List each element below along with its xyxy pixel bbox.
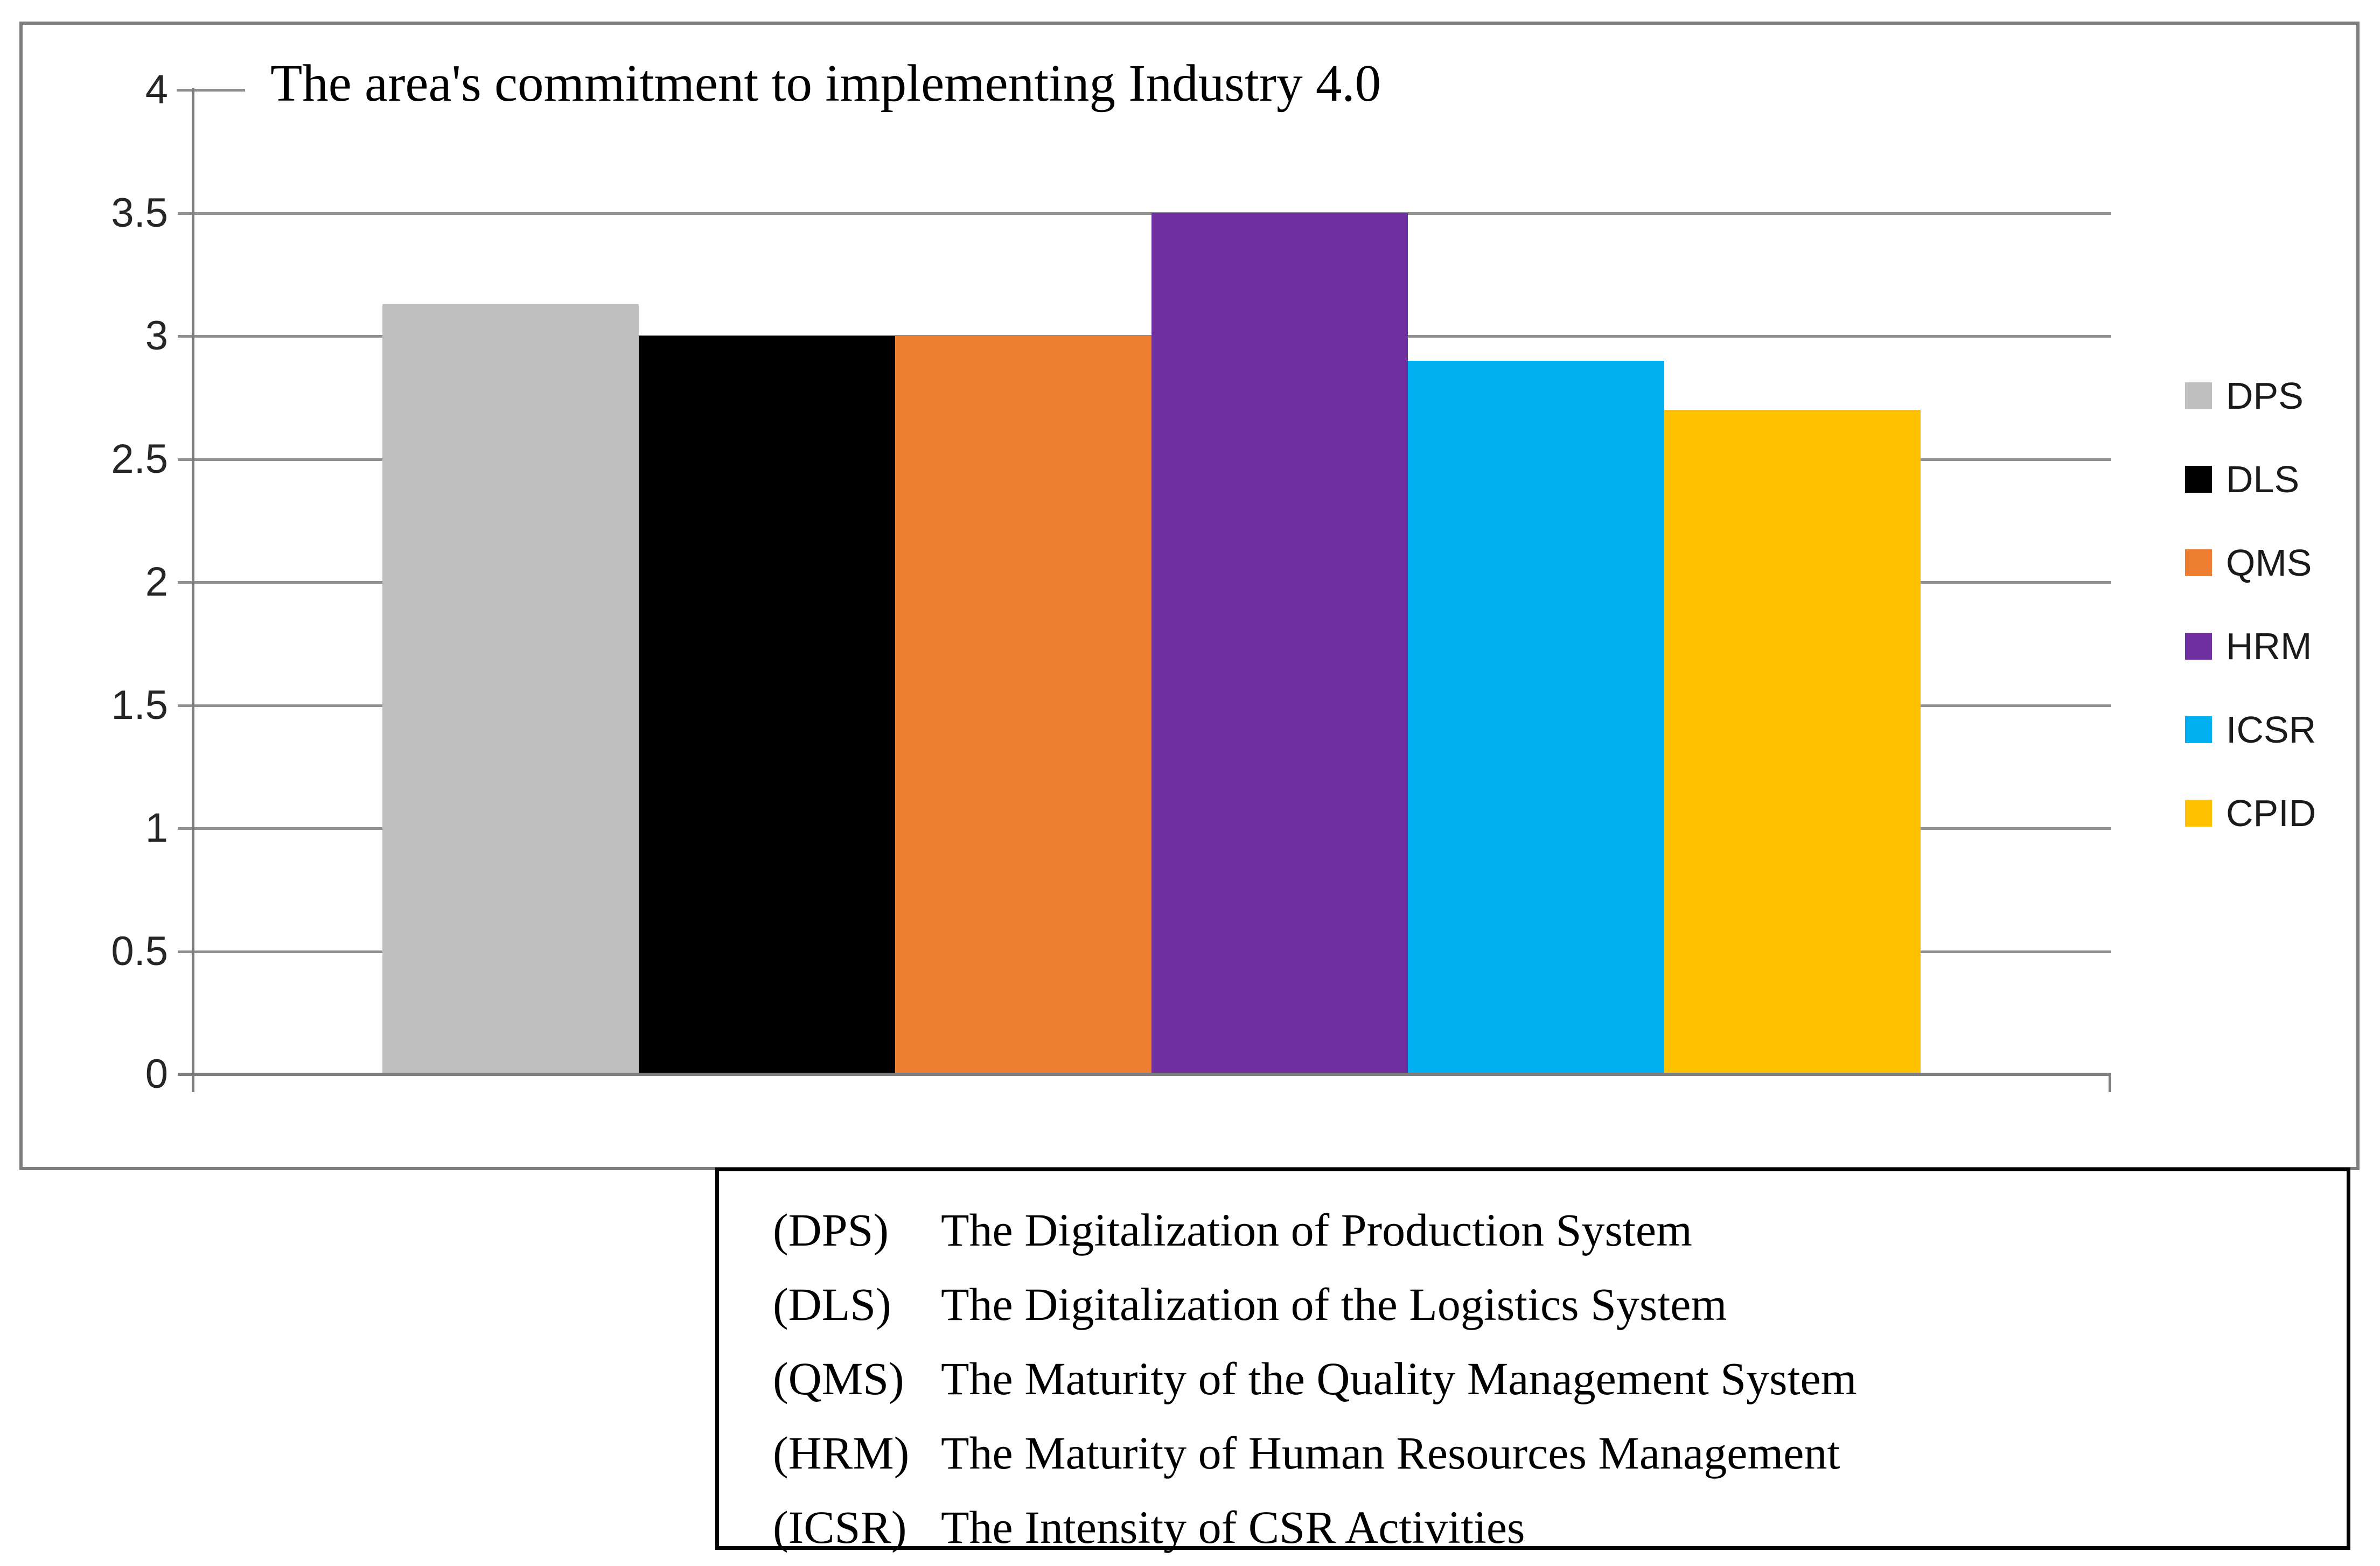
legend-swatch-dps bbox=[2185, 382, 2212, 409]
definition-row: (QMS) The Maturity of the Quality Managem… bbox=[773, 1341, 2347, 1416]
chart-title: The area's commitment to implementing In… bbox=[270, 54, 1381, 112]
y-tick-label: 2.5 bbox=[111, 436, 168, 482]
bar-qms bbox=[895, 336, 1151, 1074]
bar-dps bbox=[382, 304, 639, 1074]
legend-swatch-cpid bbox=[2185, 800, 2212, 827]
legend-swatch-icsr bbox=[2185, 716, 2212, 743]
definition-abbr: (DPS) bbox=[773, 1204, 889, 1256]
x-axis-right-tick bbox=[2109, 1074, 2111, 1092]
definition-text: The Maturity of the Quality Management S… bbox=[941, 1353, 1857, 1404]
definition-row: (DLS) The Digitalization of the Logistics… bbox=[773, 1267, 2347, 1341]
bar-cpid bbox=[1664, 410, 1921, 1075]
y-tick-label: 2 bbox=[145, 559, 168, 605]
definition-abbr: (ICSR) bbox=[773, 1501, 907, 1553]
legend-entry-dls: DLS bbox=[2185, 460, 2299, 498]
legend-label: DLS bbox=[2226, 458, 2300, 500]
legend-label: ICSR bbox=[2226, 709, 2316, 751]
definition-text: The Intensity of CSR Activities bbox=[941, 1501, 1525, 1553]
legend-swatch-dls bbox=[2185, 466, 2212, 493]
definition-row: (DPS) The Digitalization of Production Sy… bbox=[773, 1193, 2347, 1267]
definition-text: The Maturity of Human Resources Manageme… bbox=[941, 1427, 1840, 1479]
legend-entry-cpid: CPID bbox=[2185, 794, 2316, 832]
legend-label: CPID bbox=[2226, 792, 2316, 834]
definition-abbr: (QMS) bbox=[773, 1353, 904, 1404]
y-tick-label: 4 bbox=[145, 67, 168, 113]
legend-entry-icsr: ICSR bbox=[2185, 711, 2316, 749]
definition-text: The Digitalization of the Logistics Syst… bbox=[941, 1278, 1727, 1330]
legend-label: QMS bbox=[2226, 542, 2312, 584]
y-gridline bbox=[178, 212, 2111, 215]
definition-row: (HRM) The Maturity of Human Resources Man… bbox=[773, 1416, 2347, 1490]
y-tick-label: 3 bbox=[145, 313, 168, 359]
bar-hrm bbox=[1151, 213, 1408, 1075]
y-tick-label: 1 bbox=[145, 805, 168, 851]
legend-entry-hrm: HRM bbox=[2185, 627, 2312, 665]
legend-swatch-hrm bbox=[2185, 633, 2212, 660]
legend-entry-dps: DPS bbox=[2185, 377, 2304, 415]
y-tick-label: 0.5 bbox=[111, 928, 168, 974]
y-axis-line bbox=[192, 88, 194, 1092]
y-tick-label: 3.5 bbox=[111, 190, 168, 236]
definition-text: The Digitalization of Production System bbox=[941, 1204, 1692, 1256]
y-tick-label: 1.5 bbox=[111, 682, 168, 728]
x-axis-line bbox=[178, 1073, 2111, 1076]
definitions-list: (DPS) The Digitalization of Production Sy… bbox=[773, 1193, 2347, 1564]
legend-label: HRM bbox=[2226, 625, 2312, 667]
y-gridline-top-stub bbox=[177, 89, 245, 92]
bar-icsr bbox=[1408, 360, 1664, 1074]
definition-abbr: (DLS) bbox=[773, 1278, 891, 1330]
definitions-box: (DPS) The Digitalization of Production Sy… bbox=[715, 1167, 2350, 1553]
definition-row: (ICSR) The Intensity of CSR Activities bbox=[773, 1490, 2347, 1564]
y-tick-label: 0 bbox=[145, 1051, 168, 1097]
definition-abbr: (HRM) bbox=[773, 1427, 910, 1479]
bar-dls bbox=[639, 336, 895, 1074]
legend-label: DPS bbox=[2226, 375, 2304, 417]
legend-entry-qms: QMS bbox=[2185, 544, 2312, 582]
legend-swatch-qms bbox=[2185, 549, 2212, 576]
